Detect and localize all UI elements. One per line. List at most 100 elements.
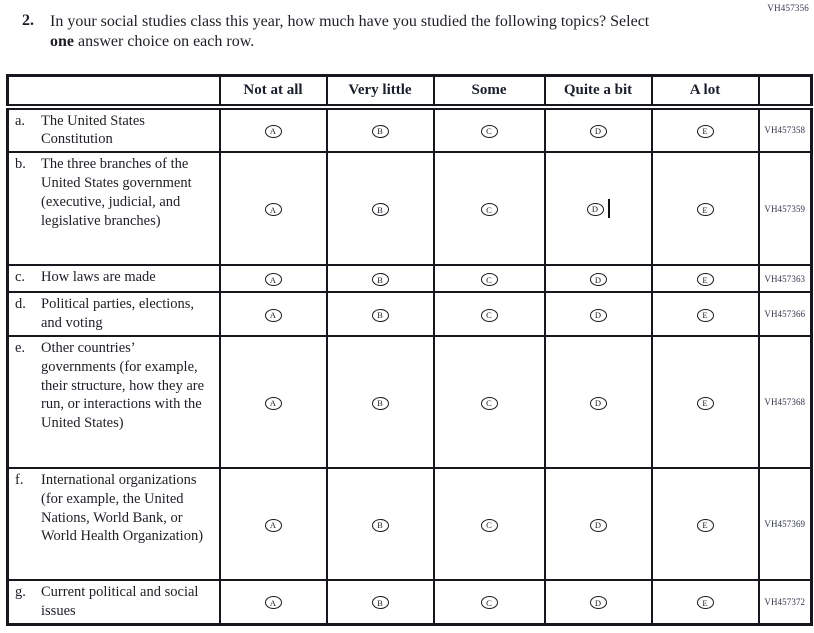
answer-bubble-d[interactable]: D (589, 596, 607, 610)
row-topic: How laws are made (41, 269, 156, 286)
answer-bubble-a[interactable]: A (264, 125, 282, 139)
row-topic: Political parties, elections, and voting (41, 296, 195, 332)
answer-cell-quite-a-bit: D (543, 578, 653, 626)
answer-bubble-b[interactable]: B (371, 273, 389, 287)
row-topic: The United States Constitution (41, 112, 145, 148)
row-letter: d. (15, 296, 26, 313)
answer-cell-some: C (432, 105, 546, 154)
answer-bubble-d[interactable]: D (589, 125, 607, 139)
answer-bubble-d[interactable]: D (586, 203, 604, 217)
answer-bubble-e[interactable]: E (696, 308, 714, 322)
answer-cell-not-at-all: A (218, 105, 328, 154)
answer-bubble-d[interactable]: D (589, 518, 607, 532)
header-row: Not at all Very little Some Quite a bit … (6, 74, 813, 110)
answer-bubble-e[interactable]: E (696, 203, 714, 217)
page-accession-code: VH457356 (767, 3, 809, 13)
answer-bubble-c[interactable]: C (480, 308, 498, 322)
answer-bubble-a[interactable]: A (264, 518, 282, 532)
answer-bubble-c[interactable]: C (480, 396, 498, 410)
answer-bubble-a[interactable]: A (264, 273, 282, 287)
answer-bubble-a[interactable]: A (264, 308, 282, 322)
answer-cell-very-little: B (325, 264, 435, 294)
answer-bubble-c[interactable]: C (480, 518, 498, 532)
question-block: 2. In your social studies class this yea… (22, 12, 650, 51)
answer-bubble-b[interactable]: B (371, 203, 389, 217)
text-cursor (607, 199, 610, 219)
answer-bubble-a[interactable]: A (264, 396, 282, 410)
row-topic: The three branches of the United States … (41, 156, 192, 229)
answer-cell-a-lot: E (650, 578, 760, 626)
topic-cell: c. How laws are made (6, 264, 221, 294)
answer-cell-a-lot: E (650, 151, 760, 267)
answer-cell-not-at-all: A (218, 334, 328, 469)
response-matrix-table: Not at all Very little Some Quite a bit … (6, 74, 813, 626)
topic-cell: e. Other countries’ governments (for exa… (6, 334, 221, 469)
answer-cell-a-lot: E (650, 334, 760, 469)
row-letter: c. (15, 269, 26, 286)
column-header-not-at-all: Not at all (218, 74, 328, 110)
topic-cell: g. Current political and social issues (6, 578, 221, 626)
answer-bubble-e[interactable]: E (696, 518, 714, 532)
answer-cell-some: C (432, 334, 546, 469)
answer-bubble-b[interactable]: B (371, 308, 389, 322)
answer-bubble-c[interactable]: C (480, 596, 498, 610)
column-header-a-lot: A lot (650, 74, 760, 110)
answer-cell-some: C (432, 151, 546, 267)
question-bold-word: one (50, 32, 74, 50)
answer-cell-quite-a-bit: D (543, 264, 653, 294)
answer-bubble-a[interactable]: A (264, 203, 282, 217)
answer-bubble-c[interactable]: C (480, 203, 498, 217)
table-row-e: e. Other countries’ governments (for exa… (6, 334, 813, 469)
answer-bubble-d[interactable]: D (589, 308, 607, 322)
column-header-very-little: Very little (325, 74, 435, 110)
row-letter: e. (15, 339, 26, 356)
answer-bubble-d[interactable]: D (589, 396, 607, 410)
question-text-before: In your social studies class this year, … (50, 13, 650, 30)
question-text: In your social studies class this year, … (50, 12, 650, 51)
row-accession-code: VH457368 (757, 334, 813, 469)
row-accession-code: VH457369 (757, 466, 813, 581)
answer-bubble-b[interactable]: B (371, 125, 389, 139)
answer-bubble-b[interactable]: B (371, 518, 389, 532)
answer-bubble-a[interactable]: A (264, 596, 282, 610)
answer-bubble-b[interactable]: B (371, 596, 389, 610)
row-accession-code: VH457358 (757, 105, 813, 154)
code-column-header (757, 74, 813, 110)
row-accession-code: VH457372 (757, 578, 813, 626)
row-topic: International organizations (for example… (41, 471, 204, 545)
table-row-f: f. International organizations (for exam… (6, 466, 813, 581)
answer-bubble-d[interactable]: D (589, 273, 607, 287)
answer-cell-some: C (432, 264, 546, 294)
answer-bubble-e[interactable]: E (696, 125, 714, 139)
answer-bubble-e[interactable]: E (696, 596, 714, 610)
answer-cell-very-little: B (325, 105, 435, 154)
answer-cell-quite-a-bit: D (543, 105, 653, 154)
answer-cell-some: C (432, 578, 546, 626)
table-row-g: g. Current political and social issues A… (6, 578, 813, 626)
row-letter: a. (15, 112, 26, 129)
row-topic: Current political and social issues (41, 583, 199, 619)
topic-cell: b. The three branches of the United Stat… (6, 151, 221, 267)
answer-cell-quite-a-bit: D (543, 291, 653, 337)
answer-bubble-e[interactable]: E (696, 273, 714, 287)
row-accession-code: VH457366 (757, 291, 813, 337)
answer-bubble-c[interactable]: C (480, 273, 498, 287)
row-accession-code: VH457363 (757, 264, 813, 294)
table-row-d: d. Political parties, elections, and vot… (6, 291, 813, 337)
answer-bubble-e[interactable]: E (696, 396, 714, 410)
answer-bubble-b[interactable]: B (371, 396, 389, 410)
row-accession-code: VH457359 (757, 151, 813, 267)
answer-cell-some: C (432, 466, 546, 581)
topic-cell: a. The United States Constitution (6, 105, 221, 154)
row-topic: Other countries’ governments (for exampl… (41, 339, 205, 432)
answer-cell-a-lot: E (650, 466, 760, 581)
row-letter: f. (15, 471, 24, 488)
answer-cell-very-little: B (325, 466, 435, 581)
answer-cell-not-at-all: A (218, 264, 328, 294)
answer-cell-very-little: B (325, 151, 435, 267)
question-number: 2. (22, 12, 34, 29)
answer-cell-not-at-all: A (218, 151, 328, 267)
row-letter: g. (15, 583, 26, 600)
answer-bubble-c[interactable]: C (480, 125, 498, 139)
